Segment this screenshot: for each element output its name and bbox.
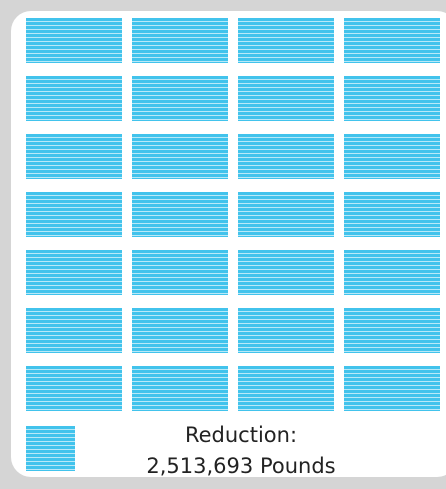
legend-caption: Reduction: 2,513,693 Pounds <box>86 420 396 482</box>
pictogram-unit <box>238 192 334 237</box>
pictogram-unit <box>238 18 334 63</box>
pictogram-unit <box>344 134 440 179</box>
pictogram-unit <box>132 250 228 295</box>
pictogram-unit <box>132 192 228 237</box>
pictogram-unit <box>26 18 122 63</box>
pictogram-unit <box>132 76 228 121</box>
pictogram-unit <box>26 250 122 295</box>
pictogram-unit <box>26 134 122 179</box>
pictogram-unit <box>344 18 440 63</box>
pictogram-unit <box>26 76 122 121</box>
pictogram-unit <box>132 134 228 179</box>
pictogram-unit <box>26 192 122 237</box>
pictogram-card: Reduction: 2,513,693 Pounds <box>11 11 446 478</box>
pictogram-unit <box>238 250 334 295</box>
pictogram-unit <box>238 308 334 353</box>
pictogram-unit <box>344 366 440 411</box>
legend-label: Reduction: <box>184 423 298 447</box>
pictogram-unit <box>238 366 334 411</box>
pictogram-unit <box>132 366 228 411</box>
legend-unit-swatch <box>26 426 75 471</box>
pictogram-unit <box>344 76 440 121</box>
pictogram-unit <box>238 134 334 179</box>
pictogram-unit <box>344 250 440 295</box>
pictogram-unit <box>132 308 228 353</box>
pictogram-unit <box>344 192 440 237</box>
pictogram-unit <box>344 308 440 353</box>
pictogram-unit <box>26 366 122 411</box>
pictogram-unit <box>132 18 228 63</box>
unit-grid <box>26 18 440 411</box>
legend-value: 2,513,693 Pounds <box>146 454 336 478</box>
pictogram-unit <box>26 308 122 353</box>
pictogram-unit <box>238 76 334 121</box>
